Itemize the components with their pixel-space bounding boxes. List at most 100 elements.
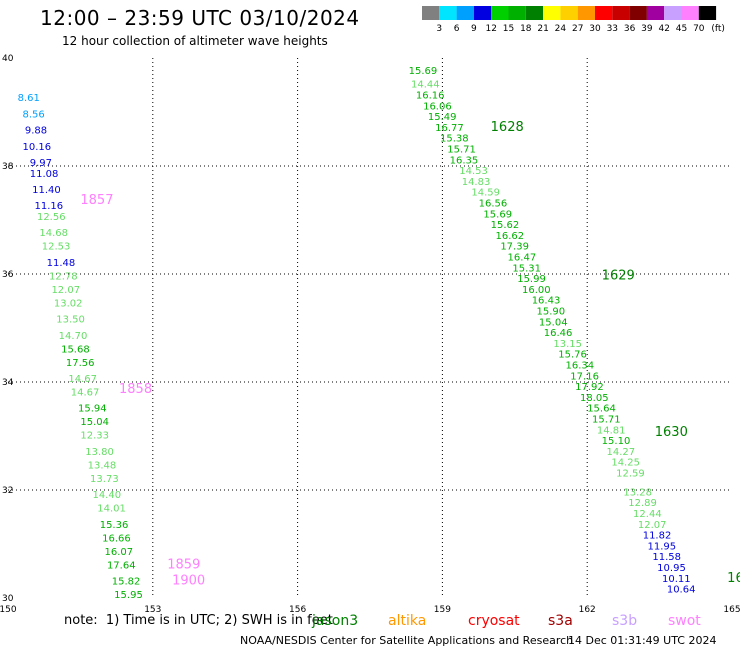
- footer-timestamp: 14 Dec 01:31:49 UTC 2024: [568, 634, 717, 647]
- wave-height-label: 10.64: [667, 585, 696, 596]
- wave-height-label: 11.48: [47, 258, 76, 269]
- wave-height-label: 15.76: [558, 350, 587, 361]
- colorbar-swatch: [612, 6, 630, 20]
- colorbar-label: 33: [607, 24, 618, 34]
- colorbar-swatch: [473, 6, 492, 20]
- colorbar-legend: 3 6 9 12 15 18 21 24 27 30 33 36 39 42 45 70 (ft): [422, 6, 725, 34]
- wave-height-label: 15.31: [512, 263, 541, 274]
- colorbar-swatch: [439, 6, 457, 20]
- wave-height-label: 11.58: [652, 552, 681, 563]
- wave-height-label: 14.70: [59, 331, 88, 342]
- colorbar-label: 27: [572, 24, 583, 34]
- wave-height-label: 17.16: [570, 371, 599, 382]
- wave-height-label: 14.81: [597, 425, 626, 436]
- wave-height-label: 12.07: [638, 520, 667, 531]
- chart-subtitle: 12 hour collection of altimeter wave hei…: [62, 34, 328, 48]
- wave-height-label: 14.01: [97, 504, 126, 515]
- wave-height-label: 14.68: [39, 228, 68, 239]
- y-tick-label: 40: [2, 54, 14, 64]
- x-tick-label: 156: [289, 605, 306, 615]
- x-tick-label: 150: [0, 605, 17, 615]
- time-labels: 1857 1858 1859 1900 1628 1629 1630 16: [80, 120, 740, 589]
- wave-height-label: 16.77: [435, 123, 464, 134]
- wave-height-label: 16.56: [479, 199, 508, 210]
- colorbar-swatch: [422, 6, 440, 20]
- wave-height-label: 17.39: [500, 242, 529, 253]
- colorbar-swatch: [698, 6, 717, 20]
- wave-height-label: 15.90: [537, 307, 566, 318]
- colorbar-swatch: [664, 6, 682, 20]
- wave-height-label: 12.33: [80, 431, 109, 442]
- wave-height-label: 16.06: [423, 101, 452, 112]
- wave-height-label: 17.56: [66, 358, 95, 369]
- colorbar-label: 36: [624, 24, 636, 34]
- wave-height-label: 16.47: [508, 253, 537, 264]
- wave-height-label: 13.28: [623, 487, 652, 498]
- time-label: 1629: [602, 268, 635, 283]
- wave-height-label: 15.38: [440, 134, 469, 145]
- wave-height-label: 15.69: [483, 209, 512, 220]
- colorbar-label: 15: [503, 24, 514, 34]
- wave-height-label: 11.95: [648, 541, 677, 552]
- wave-height-label: 9.97: [30, 158, 52, 169]
- time-label: 1628: [491, 120, 524, 135]
- colorbar-swatch: [525, 6, 544, 20]
- colorbar-swatch: [508, 6, 526, 20]
- wave-height-label: 13.15: [553, 339, 582, 350]
- colorbar-swatch: [456, 6, 474, 20]
- colorbar-swatch: [629, 6, 647, 20]
- x-tick-label: 153: [144, 605, 161, 615]
- wave-height-label: 8.56: [22, 109, 44, 120]
- wave-height-label: 15.95: [114, 590, 143, 601]
- wave-height-label: 17.92: [575, 382, 604, 393]
- satellite-legend-altika: altika: [388, 613, 427, 629]
- colorbar-swatch: [543, 6, 561, 20]
- wave-height-label: 14.59: [471, 188, 500, 199]
- colorbar-label: 39: [641, 24, 653, 34]
- wave-height-label: 10.16: [22, 142, 51, 153]
- satellite-legend-s3b: s3b: [612, 613, 638, 629]
- wave-height-label: 16.43: [532, 296, 561, 307]
- wave-height-label: 15.04: [80, 417, 109, 428]
- wave-height-label: 16.35: [450, 155, 479, 166]
- x-tick-label: 159: [434, 605, 451, 615]
- wave-height-label: 13.80: [85, 447, 114, 458]
- wave-height-label: 9.88: [25, 126, 47, 137]
- satellite-legend-jason3: jason3: [312, 613, 359, 629]
- wave-height-label: 14.83: [462, 177, 491, 188]
- satellite-legend: jason3 altika cryosat s3a s3b swot: [0, 613, 740, 631]
- y-tick-label: 34: [2, 378, 14, 388]
- wave-height-label: 14.53: [459, 166, 488, 177]
- axis-ticks: 150 153 156 159 162 165 30 32 34 36 38 40: [0, 54, 740, 615]
- wave-height-label: 12.07: [51, 285, 80, 296]
- y-tick-label: 38: [2, 162, 14, 172]
- wave-height-label: 14.44: [411, 80, 440, 91]
- wave-height-label: 13.02: [54, 298, 83, 309]
- wave-height-label: 11.40: [32, 185, 61, 196]
- colorbar-label: 6: [454, 24, 460, 34]
- time-label: 1900: [172, 574, 205, 589]
- y-tick-label: 30: [2, 594, 14, 604]
- wave-height-label: 16.34: [565, 361, 594, 372]
- colorbar-label: 21: [537, 24, 548, 34]
- wave-height-label: 14.40: [92, 490, 121, 501]
- wave-height-label: 15.10: [602, 436, 631, 447]
- x-tick-label: 165: [723, 605, 740, 615]
- wave-height-label: 16.62: [495, 231, 524, 242]
- colorbar-swatch: [491, 6, 509, 20]
- colorbar-swatch: [595, 6, 613, 20]
- wave-height-label: 14.67: [68, 374, 97, 385]
- wave-height-label: 10.95: [657, 563, 686, 574]
- wave-height-label: 15.94: [78, 404, 107, 415]
- wave-height-label: 16.07: [105, 547, 134, 558]
- colorbar-label: 42: [658, 24, 669, 34]
- y-tick-label: 32: [2, 486, 13, 496]
- wave-height-label: 12.56: [37, 212, 66, 223]
- wave-height-label: 15.49: [428, 112, 457, 123]
- wave-height-label: 15.99: [517, 274, 546, 285]
- wave-height-label: 13.48: [88, 460, 117, 471]
- x-tick-label: 162: [579, 605, 596, 615]
- colorbar-label: 9: [471, 24, 477, 34]
- wave-height-label: 15.82: [112, 577, 141, 588]
